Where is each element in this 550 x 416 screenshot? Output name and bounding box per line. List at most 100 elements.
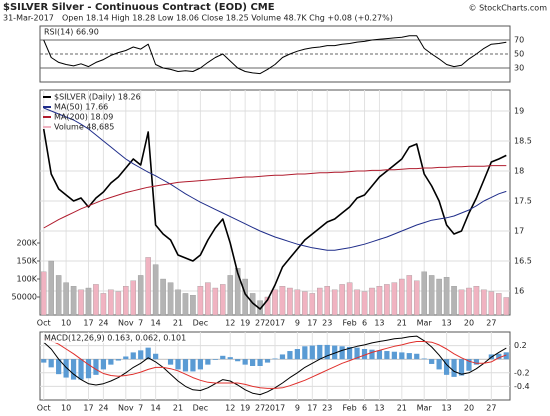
x-tick-label: Nov xyxy=(118,319,134,328)
bar xyxy=(413,280,420,316)
bar xyxy=(317,344,323,360)
bar xyxy=(369,287,375,316)
bar xyxy=(428,275,435,316)
bar xyxy=(361,291,368,316)
bar xyxy=(466,287,472,316)
x-tick-label: 21 xyxy=(173,319,183,328)
bar xyxy=(436,278,442,316)
x-tick-label: 24 xyxy=(98,404,108,413)
bar xyxy=(376,350,383,360)
bar xyxy=(205,282,211,316)
y-tick-label: -0.2 xyxy=(514,368,530,377)
bar xyxy=(436,359,442,370)
bar xyxy=(354,289,360,316)
bar xyxy=(70,286,77,316)
date: 31-Mar-2017 xyxy=(3,14,54,23)
x-tick-label: 27 xyxy=(255,319,265,328)
bar xyxy=(40,271,47,316)
y-tick-label: 70 xyxy=(514,36,524,45)
line xyxy=(42,128,507,310)
legend-label: Volume 48,685 xyxy=(54,123,114,132)
bar xyxy=(421,271,427,316)
bar xyxy=(399,278,405,316)
x-tick-label: 10 xyxy=(61,319,71,328)
y-tick-label: 16.5 xyxy=(514,257,532,266)
bar xyxy=(205,359,211,365)
bar xyxy=(339,284,345,316)
bar xyxy=(473,286,480,316)
legend-swatch xyxy=(43,106,51,108)
x-tick-label: 21 xyxy=(397,319,407,328)
bar xyxy=(175,359,181,370)
bar xyxy=(264,359,271,363)
bar xyxy=(167,282,174,316)
y2-tick-label: 50000 xyxy=(12,293,37,302)
x-tick-label: 17 xyxy=(307,404,317,413)
bar xyxy=(227,357,233,360)
x-tick-label: 19 xyxy=(240,319,250,328)
bar xyxy=(481,289,487,316)
x-tick-label: Oct xyxy=(37,319,51,328)
x-tick-label: 23 xyxy=(322,319,332,328)
bar xyxy=(115,359,121,361)
line xyxy=(43,165,507,229)
bar xyxy=(145,347,151,360)
bar xyxy=(167,359,174,365)
bar xyxy=(190,359,196,372)
bar xyxy=(123,356,129,360)
bar xyxy=(55,275,62,316)
x-tick-label: Dec xyxy=(193,404,208,413)
x-tick-label: 17 xyxy=(307,319,317,328)
bar xyxy=(324,286,330,316)
y2-tick-label: 100K xyxy=(16,275,37,284)
bar xyxy=(130,280,137,316)
bar xyxy=(123,286,129,316)
quote: Open 18.14 High 18.28 Low 18.06 Close 18… xyxy=(62,14,393,23)
legend-label: MA(50) 17.66 xyxy=(54,103,108,112)
legend-swatch xyxy=(43,116,51,118)
bar xyxy=(391,351,397,360)
bar xyxy=(443,359,450,375)
line xyxy=(43,338,507,389)
x-tick-label: 13 xyxy=(441,404,451,413)
x-tick-label: 13 xyxy=(374,319,384,328)
bar xyxy=(443,277,450,316)
y-tick-label: 17.5 xyxy=(514,197,532,206)
x-tick-label: Feb xyxy=(343,319,357,328)
bar xyxy=(287,287,293,316)
legend-swatch xyxy=(43,126,51,128)
bar xyxy=(458,359,465,376)
bar xyxy=(56,359,62,375)
bar xyxy=(227,275,233,316)
line xyxy=(43,107,507,251)
bar xyxy=(220,284,226,316)
bar xyxy=(137,275,144,316)
x-tick-label: 23 xyxy=(322,404,332,413)
y2-tick-label: 200K xyxy=(16,239,37,248)
bar xyxy=(458,289,465,316)
bar xyxy=(272,358,278,360)
x-tick-label: 21 xyxy=(397,404,407,413)
x-tick-label: 12 xyxy=(225,319,235,328)
bar xyxy=(406,275,413,316)
bar xyxy=(100,293,107,316)
bar xyxy=(391,282,398,316)
bar xyxy=(384,284,390,316)
bar xyxy=(279,354,286,360)
bar xyxy=(451,286,457,316)
bar xyxy=(346,346,353,360)
x-tick-label: 24 xyxy=(98,319,108,328)
bar xyxy=(93,284,99,316)
bar xyxy=(488,291,495,316)
x-tick-label: Dec xyxy=(193,319,208,328)
legend-label: $SILVER (Daily) 18.26 xyxy=(54,93,141,102)
bar xyxy=(190,295,196,316)
bar xyxy=(354,347,360,360)
y-tick-label: 30 xyxy=(514,64,524,73)
bar xyxy=(85,359,92,379)
x-tick-label: 9 xyxy=(295,404,300,413)
bar xyxy=(339,346,345,360)
bar xyxy=(212,287,219,316)
credit: © StockCharts.com xyxy=(469,4,548,13)
x-tick-label: 9 xyxy=(295,319,300,328)
